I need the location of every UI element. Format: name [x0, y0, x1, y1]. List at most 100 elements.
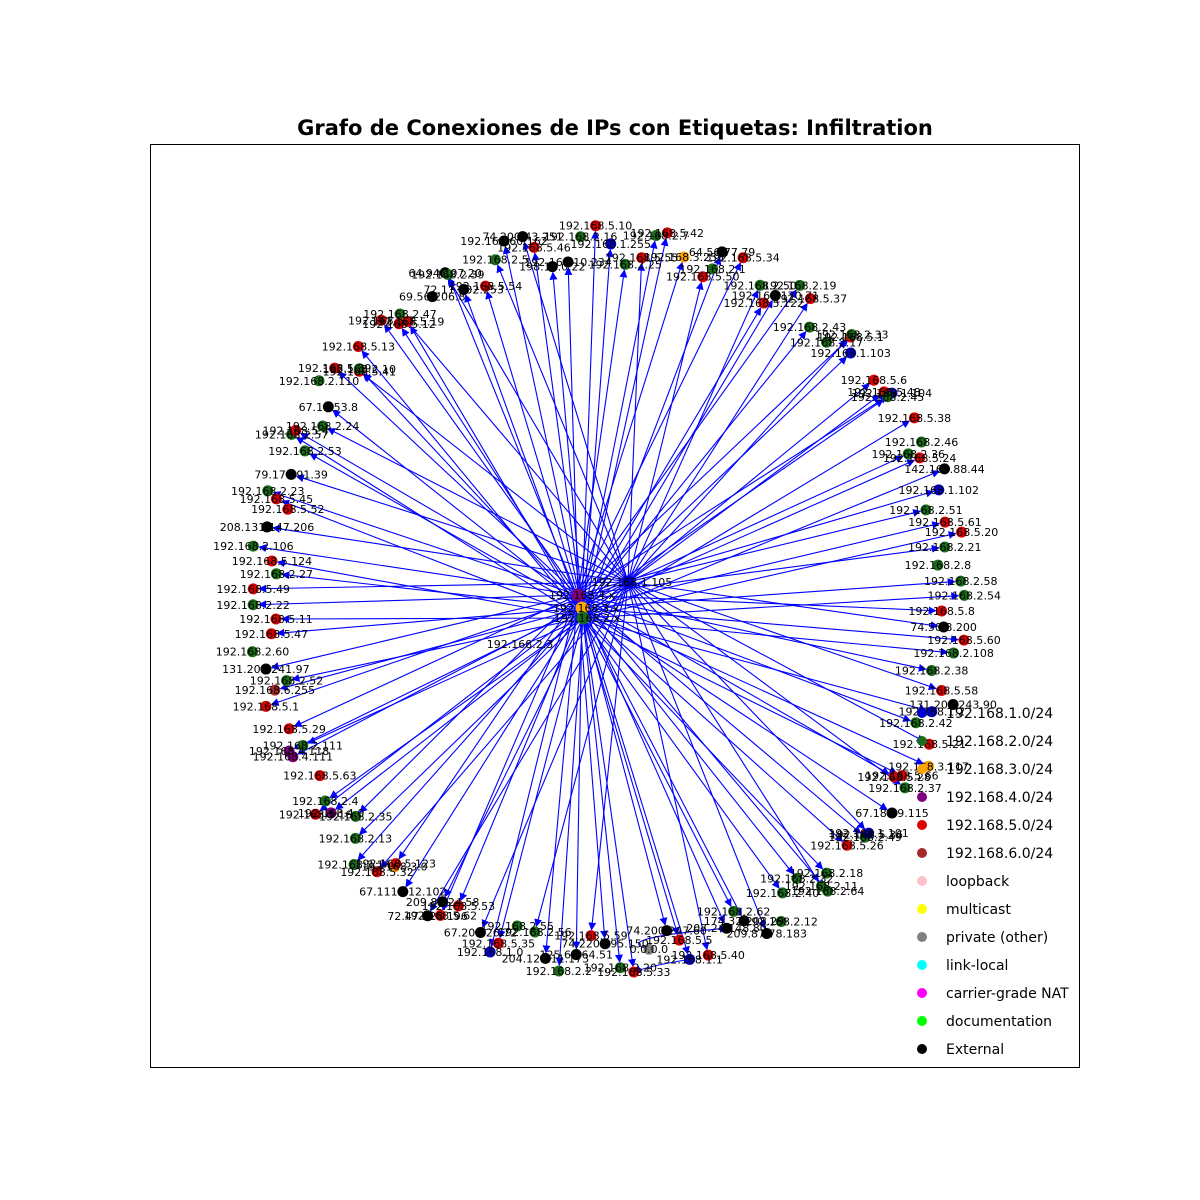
node-label: 192.168.5.1: [817, 331, 883, 344]
graph-node: [590, 220, 602, 232]
node-label: 192.168.5.124: [232, 555, 312, 568]
node-label: 192.168.2.111: [263, 740, 343, 753]
connection-edge: [577, 489, 934, 596]
node-label: 74.50.8.200: [910, 621, 976, 634]
graph-node: [933, 484, 945, 496]
legend-marker: [917, 736, 927, 746]
connection-edge: [481, 581, 629, 928]
connection-edge: [363, 374, 629, 583]
connection-edge: [270, 594, 579, 670]
connection-edge: [581, 356, 848, 609]
graph-node: [936, 684, 948, 696]
graph-node: [270, 568, 282, 580]
node-label: 67.205.26.72: [444, 926, 517, 939]
legend-marker: [917, 1016, 927, 1026]
node-label: 192.168.1.103: [810, 347, 890, 360]
connection-edge: [555, 617, 584, 967]
graph-node: [352, 341, 364, 353]
graph-node: [314, 770, 326, 782]
graph-node: [939, 463, 951, 475]
connection-edge: [627, 455, 904, 583]
edges-layer: [258, 230, 960, 974]
graph-node: [899, 782, 911, 794]
graph-node: [758, 297, 770, 309]
graph-node: [777, 887, 789, 899]
graph-node: [697, 271, 709, 283]
graph-node: [282, 503, 294, 515]
node-label: 192.168.5.60: [927, 634, 1000, 647]
node-label: 192.168.5.26: [810, 839, 883, 852]
connection-edge: [581, 607, 844, 842]
connection-edge: [577, 594, 825, 888]
node-label: 192.168.2.47: [363, 308, 436, 321]
graph-node: [628, 966, 640, 978]
connection-edge: [496, 264, 629, 583]
connection-edge: [359, 617, 584, 835]
graph-node: [247, 599, 259, 611]
node-label: 0.0.0.0: [630, 943, 668, 956]
connection-edge: [581, 521, 941, 609]
graph-node: [489, 254, 501, 266]
node-label: 207.24.148.80: [686, 922, 766, 935]
node-label: 192.168.2.23: [231, 485, 304, 498]
legend-label: 192.168.2.0/24: [946, 734, 1053, 750]
node-label: 192.168.1.102: [899, 484, 979, 497]
node-label: 192.168.5.29: [252, 723, 325, 736]
graph-node: [939, 516, 951, 528]
connection-edge: [549, 271, 584, 619]
node-label: 192.168.2.42: [879, 717, 952, 730]
node-label: 192.168.5.8: [908, 605, 974, 618]
node-label: 192.168.5.38: [878, 412, 951, 425]
node-label: 192.168.2.36: [872, 448, 945, 461]
graph-node: [585, 930, 597, 942]
graph-node: [434, 909, 446, 921]
node-label: 192.168.5.53: [422, 900, 495, 913]
connection-edge: [279, 607, 583, 691]
graph-node: [260, 663, 272, 675]
connection-edge: [588, 581, 629, 931]
legend-label: 192.168.1.0/24: [946, 706, 1053, 722]
node-label: 192.168.2.21: [908, 541, 981, 554]
node-label: 192.168.2.110: [279, 375, 359, 388]
graph-node: [479, 280, 491, 292]
connection-edge: [522, 241, 629, 583]
connection-edge: [581, 607, 636, 968]
graph-node: [539, 952, 551, 964]
connection-edge: [577, 261, 684, 596]
node-label: 192.168.5.24: [883, 452, 956, 465]
connection-edge: [258, 594, 579, 609]
node-label: 192.168.5.47: [235, 628, 308, 641]
node-label: 192.168.2.38: [895, 665, 968, 678]
connection-edge: [627, 302, 808, 583]
legend-marker: [917, 904, 927, 914]
node-label: 192.168.170.71: [732, 290, 819, 303]
graph-node: [910, 717, 922, 729]
graph-node: [265, 628, 277, 640]
node-label: 192.168.5.49: [217, 583, 290, 596]
connection-edge: [577, 269, 628, 596]
connection-edge: [581, 607, 690, 955]
node-label: 67.111.112.102: [359, 886, 446, 899]
graph-node: [738, 915, 750, 927]
graph-node: [484, 946, 496, 958]
node-label: 67.18.99.115: [855, 807, 928, 820]
graph-node: [442, 268, 454, 280]
graph-node: [322, 401, 334, 413]
connection-edge: [627, 581, 937, 691]
node-label: 192.168.2.22: [216, 599, 289, 612]
graph-node: [721, 922, 733, 934]
graph-node: [261, 521, 273, 533]
graph-node: [390, 858, 402, 870]
connection-edge: [627, 509, 922, 583]
node-label: 192.168.2.20: [584, 962, 657, 975]
connection-edge: [582, 617, 927, 713]
node-label: 192.168.5.20: [925, 526, 998, 539]
node-label: 192.168.2.52: [250, 675, 323, 688]
node-label: 192.168.5.58: [905, 684, 978, 697]
node-label: 192.168.2.13: [319, 832, 392, 845]
graph-node: [956, 526, 968, 538]
node-label: 192.168.5.55: [605, 252, 678, 265]
node-label: 192.168.5.33: [597, 966, 670, 979]
connection-edge: [276, 607, 583, 637]
connection-edge: [281, 571, 583, 609]
